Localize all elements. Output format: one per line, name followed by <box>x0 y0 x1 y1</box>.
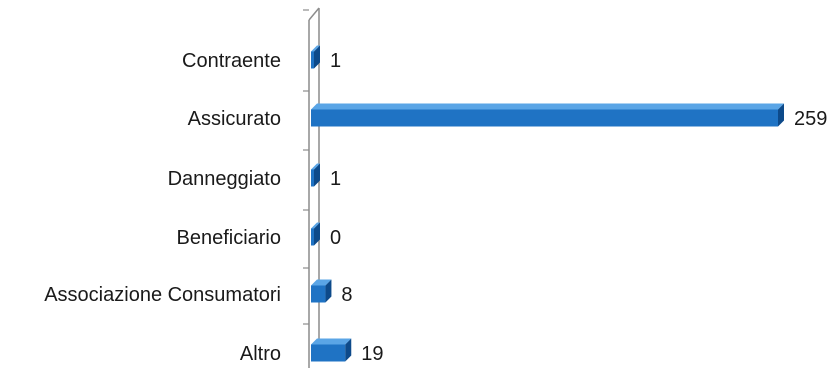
data-label: 8 <box>341 284 352 306</box>
bar <box>311 163 320 187</box>
bar-top-face <box>311 279 332 286</box>
category-label: Altro <box>240 343 281 365</box>
bar-front-face <box>311 344 346 362</box>
bar <box>311 222 320 246</box>
bar-top-face <box>311 338 352 345</box>
bar-front-face <box>311 109 778 127</box>
bar-side-face <box>778 103 784 127</box>
bar-front-face <box>311 51 314 69</box>
data-label: 19 <box>361 343 383 365</box>
bar-side-face <box>314 222 320 246</box>
category-label: Associazione Consumatori <box>44 284 281 306</box>
category-label: Contraente <box>182 50 281 72</box>
labels: 1 Contraente 259 Assicurato 1 Danneggiato 0 Ben… <box>44 50 827 365</box>
category-label: Danneggiato <box>168 168 281 190</box>
axis-top-edge <box>308 7 320 21</box>
bar-top-face <box>311 103 784 110</box>
bar-front-face <box>311 228 314 246</box>
bar-top-face <box>311 222 320 229</box>
bar-top-face <box>311 45 320 52</box>
data-label: 259 <box>794 108 827 130</box>
bar-side-face <box>325 279 332 303</box>
bar-top-face <box>311 163 320 170</box>
bar <box>311 45 320 69</box>
category-label: Beneficiario <box>176 227 281 249</box>
data-label: 1 <box>330 50 341 72</box>
bar <box>311 338 352 362</box>
bar-front-face <box>311 169 314 187</box>
category-label: Assicurato <box>188 108 281 130</box>
bars <box>311 45 784 362</box>
bar-front-face <box>311 285 326 303</box>
bar-side-face <box>314 45 320 69</box>
bar-side-face <box>345 338 352 362</box>
bar-side-face <box>314 163 320 187</box>
data-label: 1 <box>330 168 341 190</box>
bar <box>311 103 784 127</box>
data-label: 0 <box>330 227 341 249</box>
bar <box>311 279 332 303</box>
